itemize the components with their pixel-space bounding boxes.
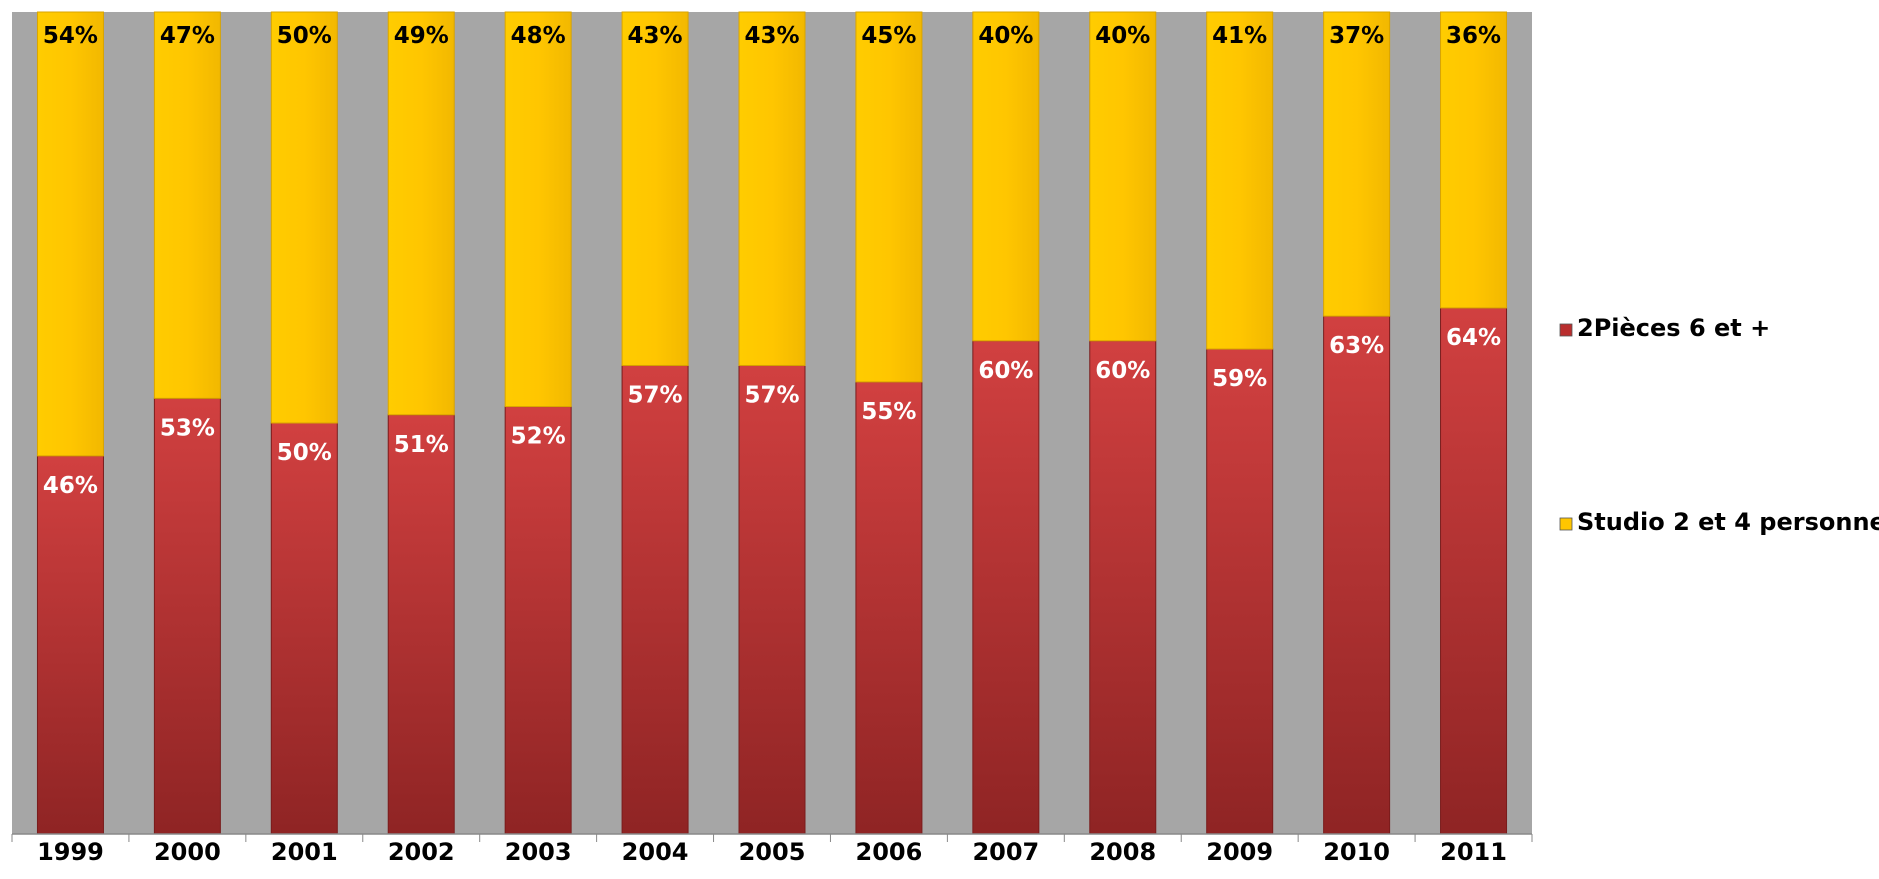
bar-2pieces-2008 — [1089, 340, 1157, 835]
data-label-2pieces-1999: 46% — [43, 473, 98, 499]
x-tick-label-2003: 2003 — [505, 838, 572, 866]
bar-2pieces-1999 — [36, 455, 104, 835]
x-tick-label-2001: 2001 — [271, 838, 338, 866]
data-label-2pieces-2005: 57% — [744, 382, 799, 408]
bar-studio-2011 — [1440, 11, 1508, 309]
legend-label-2pieces: 2Pièces 6 et + — [1577, 314, 1770, 342]
bar-studio-1999 — [36, 11, 104, 457]
data-label-2pieces-2001: 50% — [277, 440, 332, 466]
data-label-2pieces-2006: 55% — [861, 399, 916, 425]
data-label-2pieces-2007: 60% — [978, 358, 1033, 384]
x-tick-label-2000: 2000 — [154, 838, 221, 866]
data-label-studio-2008: 40% — [1095, 23, 1150, 49]
bar-2pieces-2011 — [1440, 307, 1508, 835]
x-tick-label-2008: 2008 — [1089, 838, 1156, 866]
bar-2pieces-2010 — [1323, 315, 1391, 835]
bar-2pieces-2005 — [738, 364, 806, 835]
x-tick-label-2004: 2004 — [622, 838, 689, 866]
data-label-2pieces-2010: 63% — [1329, 333, 1384, 359]
bar-2pieces-2002 — [387, 414, 455, 835]
legend-label-studio: Studio 2 et 4 personnes — [1577, 508, 1879, 536]
bar-2pieces-2001 — [270, 422, 338, 835]
data-label-studio-2010: 37% — [1329, 23, 1384, 49]
x-tick-label-2009: 2009 — [1206, 838, 1273, 866]
data-label-studio-2005: 43% — [744, 23, 799, 49]
legend-swatch-studio — [1559, 517, 1573, 531]
bar-2pieces-2003 — [504, 406, 572, 835]
data-label-2pieces-2003: 52% — [511, 424, 566, 450]
x-tick-label-2006: 2006 — [856, 838, 923, 866]
x-tick-label-2005: 2005 — [739, 838, 806, 866]
data-label-studio-2007: 40% — [978, 23, 1033, 49]
x-tick-label-2002: 2002 — [388, 838, 455, 866]
bar-studio-2005 — [738, 11, 806, 366]
bar-studio-2003 — [504, 11, 572, 408]
data-label-studio-2001: 50% — [277, 23, 332, 49]
data-label-studio-2009: 41% — [1212, 23, 1267, 49]
legend-swatch-2pieces — [1559, 323, 1573, 337]
data-label-studio-2006: 45% — [861, 23, 916, 49]
x-tick-label-1999: 1999 — [37, 838, 104, 866]
bar-2pieces-2006 — [855, 381, 923, 835]
data-label-studio-2003: 48% — [511, 23, 566, 49]
bar-2pieces-2000 — [153, 397, 221, 835]
bar-2pieces-2009 — [1206, 348, 1274, 835]
data-label-studio-2002: 49% — [394, 23, 449, 49]
x-tick-label-2007: 2007 — [972, 838, 1039, 866]
bar-studio-2001 — [270, 11, 338, 424]
data-label-studio-2000: 47% — [160, 23, 215, 49]
data-label-2pieces-2008: 60% — [1095, 358, 1150, 384]
bar-studio-2004 — [621, 11, 689, 366]
data-label-2pieces-2000: 53% — [160, 415, 215, 441]
x-tick-label-2010: 2010 — [1323, 838, 1390, 866]
bar-studio-2009 — [1206, 11, 1274, 350]
bar-studio-2002 — [387, 11, 455, 416]
bar-studio-2007 — [972, 11, 1040, 342]
data-label-studio-1999: 54% — [43, 23, 98, 49]
data-label-2pieces-2009: 59% — [1212, 366, 1267, 392]
data-label-studio-2011: 36% — [1446, 23, 1501, 49]
data-label-2pieces-2011: 64% — [1446, 325, 1501, 351]
data-label-studio-2004: 43% — [628, 23, 683, 49]
x-tick-label-2011: 2011 — [1440, 838, 1507, 866]
bar-studio-2000 — [153, 11, 221, 399]
bar-studio-2006 — [855, 11, 923, 383]
bar-2pieces-2007 — [972, 340, 1040, 835]
data-label-2pieces-2004: 57% — [628, 382, 683, 408]
bar-studio-2008 — [1089, 11, 1157, 342]
bar-2pieces-2004 — [621, 364, 689, 835]
bar-studio-2010 — [1323, 11, 1391, 317]
data-label-2pieces-2002: 51% — [394, 432, 449, 458]
